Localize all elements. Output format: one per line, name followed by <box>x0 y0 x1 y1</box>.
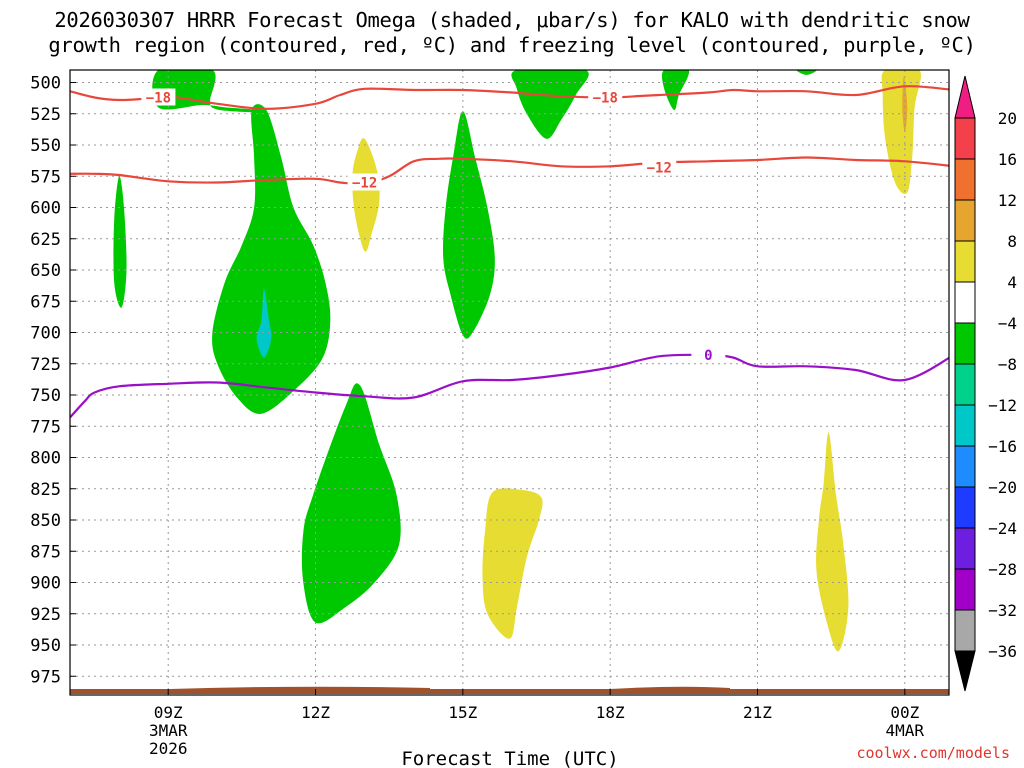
y-tick-label-850: 850 <box>30 511 61 531</box>
colorbar-label-9: −20 <box>988 478 1017 497</box>
y-tick-label-900: 900 <box>30 574 61 594</box>
omega-region-7 <box>661 70 690 111</box>
colorbar-bin-0 <box>954 117 976 160</box>
x-tick-sub2-09Z: 2026 <box>149 739 188 758</box>
x-tick-sub1-00Z: 4MAR <box>886 721 925 740</box>
x-tick-sub1-09Z: 3MAR <box>149 721 188 740</box>
x-axis-title: Forecast Time (UTC) <box>401 748 618 768</box>
terrain-hump <box>170 686 730 689</box>
colorbar-bin-10 <box>954 527 976 570</box>
y-tick-label-725: 725 <box>30 355 61 375</box>
contour-label-bg-red_minus_18-0 <box>141 88 176 106</box>
colorbar-bin-2 <box>954 199 976 242</box>
chart-title-line-1: 2026030307 HRRR Forecast Omega (shaded, … <box>54 8 970 32</box>
y-tick-label-825: 825 <box>30 480 61 500</box>
contour-label-bg-red_minus_12-0 <box>347 173 382 191</box>
x-tick-label-21Z: 21Z <box>743 703 772 722</box>
colorbar-label-1: 16 <box>998 150 1017 169</box>
x-tick-label-12Z: 12Z <box>301 703 330 722</box>
contour-label-red_minus_12-0: −12 <box>352 176 377 192</box>
y-tick-label-600: 600 <box>30 199 61 219</box>
colorbar-label-11: −28 <box>988 560 1017 579</box>
omega-shaded-regions <box>113 70 921 652</box>
colorbar-label-8: −16 <box>988 437 1017 456</box>
colorbar-label-12: −32 <box>988 601 1017 620</box>
colorbar-label-10: −24 <box>988 519 1017 538</box>
y-tick-label-975: 975 <box>30 667 61 687</box>
contour-label-bg-purple_zero-0 <box>691 346 726 363</box>
omega-region-10 <box>881 70 921 194</box>
colorbar-bin-7 <box>954 404 976 447</box>
x-tick-label-18Z: 18Z <box>596 703 625 722</box>
contour-label-red_minus_18-0: −18 <box>146 91 171 107</box>
source-credit: coolwx.com/models <box>856 744 1010 762</box>
contour-label-red_minus_18-1: −18 <box>593 91 618 107</box>
contour-label-purple_zero-0: 0 <box>704 348 712 364</box>
colorbar-label-3: 8 <box>1007 232 1017 251</box>
y-tick-label-925: 925 <box>30 605 61 625</box>
y-tick-label-700: 700 <box>30 324 61 344</box>
contour-label-bg-red_minus_12-1 <box>642 158 677 176</box>
y-tick-label-650: 650 <box>30 261 61 281</box>
colorbar-label-4: 4 <box>1007 273 1017 292</box>
x-tick-label-09Z: 09Z <box>154 703 183 722</box>
contour-label-red_minus_12-1: −12 <box>647 161 672 177</box>
colorbar-bottom-arrow <box>954 650 976 692</box>
colorbar: 20 16 12 8 4 −4 −8 −12 −16 −20 −24 −28 −32 −36 <box>954 75 1017 692</box>
colorbar-label-5: −4 <box>998 314 1017 333</box>
temperature-contours: −18 −18 −12 −12 0 <box>70 85 949 419</box>
y-tick-label-525: 525 <box>30 105 61 125</box>
colorbar-bin-8 <box>954 445 976 488</box>
y-tick-label-550: 550 <box>30 136 61 156</box>
pressure-axis: 500 525 550 575 600 625 650 675 700 725 750 775 800 8… <box>30 74 76 687</box>
chart-title-line-2: growth region (contoured, red, ºC) and f… <box>48 33 976 57</box>
colorbar-bin-11 <box>954 568 976 611</box>
omega-region-9 <box>352 138 380 252</box>
omega-region-1 <box>212 104 331 414</box>
y-tick-label-750: 750 <box>30 386 61 406</box>
y-tick-label-575: 575 <box>30 167 61 187</box>
colorbar-label-6: −8 <box>998 355 1017 374</box>
grid-lines <box>70 70 949 695</box>
colorbar-bin-4 <box>954 281 976 324</box>
plot-frame <box>69 69 950 696</box>
y-tick-label-675: 675 <box>30 292 61 312</box>
chart-title: 2026030307 HRRR Forecast Omega (shaded, … <box>0 8 1024 58</box>
omega-region-2 <box>256 288 272 358</box>
omega-region-11 <box>902 76 908 133</box>
colorbar-top-arrow <box>954 75 976 119</box>
colorbar-bin-9 <box>954 486 976 529</box>
colorbar-bin-3 <box>954 240 976 283</box>
omega-region-5 <box>442 111 495 339</box>
y-tick-label-950: 950 <box>30 636 61 656</box>
omega-region-3 <box>113 176 127 308</box>
y-tick-label-500: 500 <box>30 74 61 94</box>
y-tick-label-625: 625 <box>30 230 61 250</box>
omega-region-4 <box>301 383 401 624</box>
colorbar-bin-12 <box>954 609 976 652</box>
contour-label-bg-red_minus_18-1 <box>588 88 623 106</box>
contour-red_minus_12 <box>70 156 949 186</box>
colorbar-label-2: 12 <box>998 191 1017 210</box>
colorbar-bin-1 <box>954 158 976 201</box>
colorbar-label-13: −36 <box>988 642 1017 661</box>
x-tick-label-00Z: 00Z <box>890 703 919 722</box>
colorbar-label-7: −12 <box>988 396 1017 415</box>
colorbar-label-0: 20 <box>998 109 1017 128</box>
terrain-strip <box>70 689 949 694</box>
contour-purple_zero <box>70 353 949 419</box>
omega-region-8 <box>796 70 817 75</box>
y-tick-label-800: 800 <box>30 449 61 469</box>
omega-region-6 <box>511 70 589 139</box>
y-tick-label-775: 775 <box>30 417 61 437</box>
omega-region-12 <box>482 488 543 639</box>
omega-region-0 <box>152 70 267 113</box>
omega-region-13 <box>816 432 849 652</box>
x-tick-label-15Z: 15Z <box>448 703 477 722</box>
colorbar-bin-6 <box>954 363 976 406</box>
colorbar-bin-5 <box>954 322 976 365</box>
y-tick-label-875: 875 <box>30 542 61 562</box>
